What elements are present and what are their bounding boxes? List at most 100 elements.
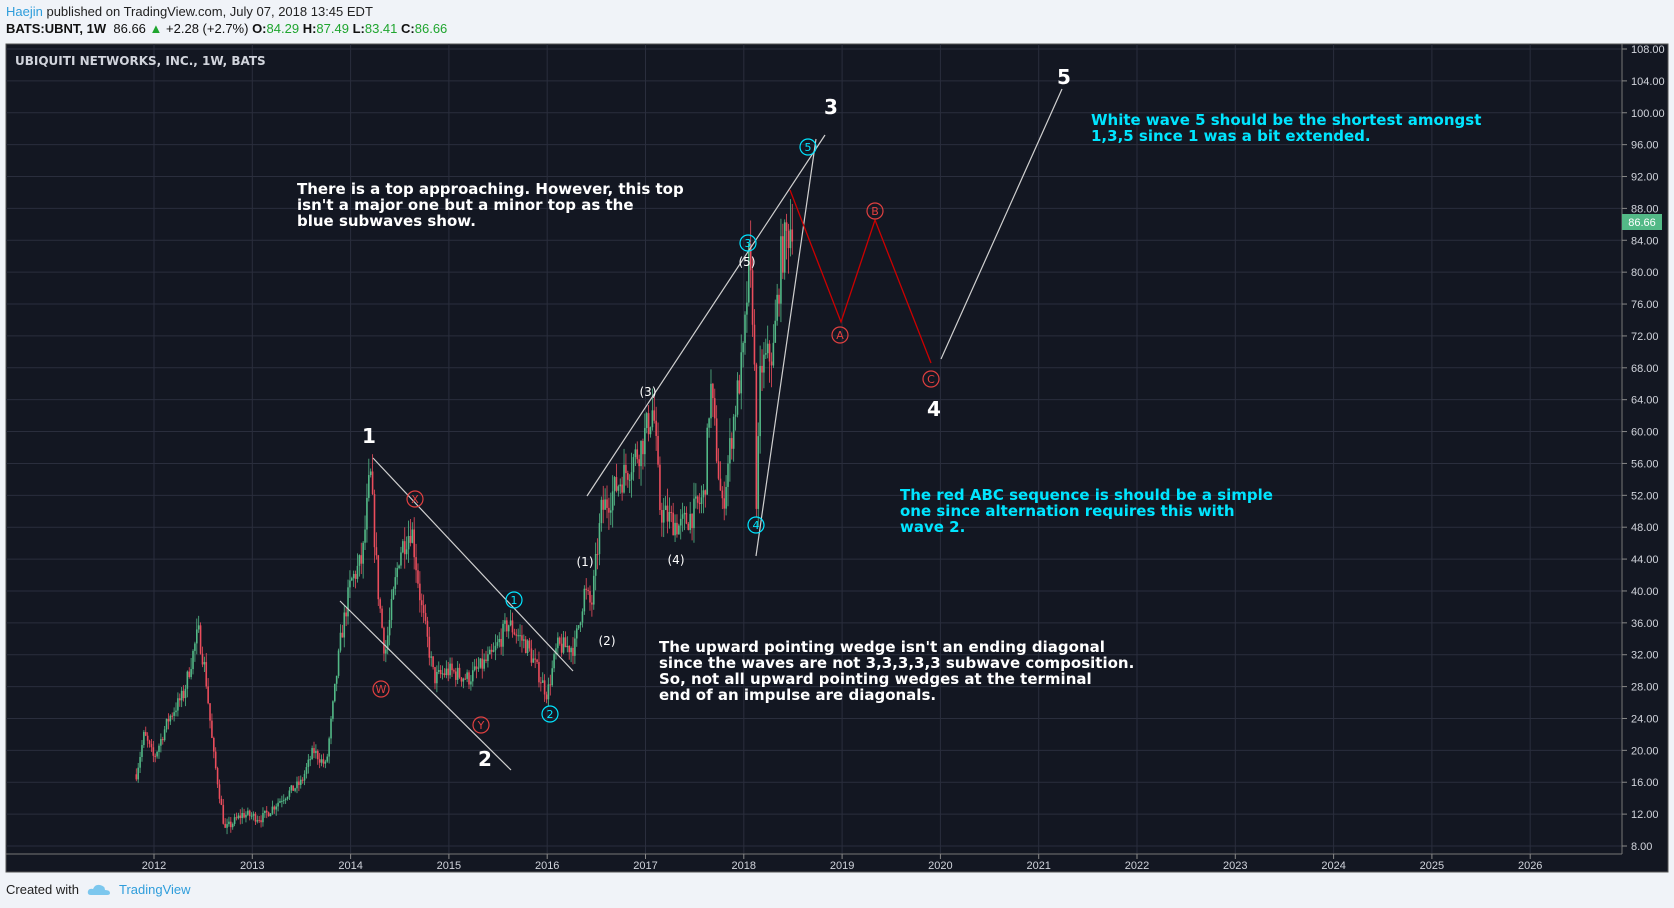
abc-projection-path[interactable] (789, 189, 932, 364)
candle (415, 557, 417, 571)
candle (458, 667, 461, 678)
price-tick-label: 64.00 (1631, 395, 1659, 407)
candle (498, 638, 501, 643)
created-with-label: Created with (6, 882, 79, 897)
note-top-approaching[interactable]: There is a top approaching. However, thi… (297, 180, 684, 230)
candle (645, 413, 648, 429)
channel-upper-line[interactable] (372, 457, 574, 672)
candle (785, 222, 788, 231)
candle (464, 678, 467, 680)
candle (269, 813, 272, 817)
candle (290, 785, 293, 791)
price-tick-label: 8.00 (1631, 841, 1652, 853)
candle (502, 623, 504, 647)
candle (326, 756, 329, 762)
author-link[interactable]: Haejin (6, 4, 43, 19)
candle (178, 698, 181, 701)
candle (152, 747, 155, 756)
wedge-lower-line[interactable] (755, 138, 817, 557)
price-tick-label: 80.00 (1631, 267, 1659, 279)
change: +2.28 (+2.7%) (166, 21, 249, 36)
price-tick-label: 56.00 (1631, 458, 1659, 470)
candle (759, 365, 761, 437)
candle (526, 640, 529, 654)
candle (141, 745, 143, 758)
candle (462, 678, 465, 682)
candle (228, 821, 230, 825)
candle (177, 698, 179, 711)
candle (746, 302, 748, 315)
candle (585, 588, 588, 590)
candle (454, 671, 457, 680)
channel-lower-line[interactable] (339, 600, 512, 771)
wave5-projection-line[interactable] (940, 88, 1063, 360)
candle (789, 229, 792, 249)
candle (715, 418, 718, 462)
candle (674, 522, 676, 536)
footer: Created with TradingView (6, 882, 191, 897)
candle (700, 497, 703, 504)
note-upward-wedge[interactable]: The upward pointing wedge isn't an endin… (659, 638, 1134, 704)
candle (335, 675, 338, 684)
candle (506, 620, 508, 632)
candle (649, 427, 652, 435)
candle (664, 505, 667, 511)
minor-label-2: (2) (599, 634, 616, 648)
close-label: C: (401, 21, 415, 36)
candle (403, 541, 406, 555)
label-text: Y (477, 719, 485, 732)
time-tick-label: 2012 (142, 860, 166, 872)
candle (553, 654, 555, 669)
time-axis[interactable]: 2012 2013 2014 2015 2016 2017 2018 2019 2020 2021… (142, 854, 1543, 872)
note-wave5[interactable]: White wave 5 should be the shortest amon… (1091, 111, 1481, 145)
candle (195, 629, 198, 644)
price-tick-label: 44.00 (1631, 554, 1659, 566)
candle (666, 505, 669, 522)
candle (570, 647, 572, 653)
candle (717, 461, 720, 479)
note-red-abc[interactable]: The red ABC sequence is should be a simp… (900, 486, 1273, 536)
candle (530, 648, 533, 663)
candle (205, 662, 208, 687)
candle (190, 669, 192, 678)
candle (500, 638, 502, 647)
candle (702, 490, 705, 498)
minor-label-3: (3) (640, 385, 657, 399)
candle (689, 513, 691, 530)
candle (385, 649, 387, 654)
candle (235, 817, 238, 819)
label-text: 5 (805, 141, 812, 154)
candle (687, 523, 690, 530)
candle (460, 677, 463, 682)
blue-subwave-4: 4 (747, 516, 765, 534)
candle (691, 513, 693, 529)
wedge-upper-line[interactable] (586, 134, 826, 497)
trendlines (339, 88, 1063, 771)
candle (437, 669, 440, 672)
candle (220, 798, 223, 805)
candle (640, 440, 642, 467)
candle (507, 625, 510, 632)
candle (275, 806, 277, 810)
price-tick-label: 12.00 (1631, 809, 1659, 821)
candle (721, 490, 724, 499)
candle (538, 662, 540, 683)
symbol: BATS:UBNT, 1W (6, 21, 107, 36)
candle (148, 740, 151, 744)
tradingview-link[interactable]: TradingView (118, 882, 191, 897)
candle (657, 435, 659, 465)
last-price-badge: 86.66 (1622, 214, 1662, 230)
candle (740, 352, 743, 394)
low-value: 83.41 (364, 21, 398, 36)
candle (330, 718, 332, 739)
candle (477, 667, 480, 669)
price-axis[interactable]: 108.00 104.00 100.00 96.00 92.00 88.00 84.00 80… (1622, 44, 1665, 853)
candle (685, 512, 688, 524)
candle (171, 715, 174, 717)
candle (428, 636, 431, 658)
price-tick-label: 108.00 (1631, 44, 1665, 56)
candle (167, 718, 170, 722)
candle (596, 553, 599, 555)
candle (339, 632, 342, 651)
